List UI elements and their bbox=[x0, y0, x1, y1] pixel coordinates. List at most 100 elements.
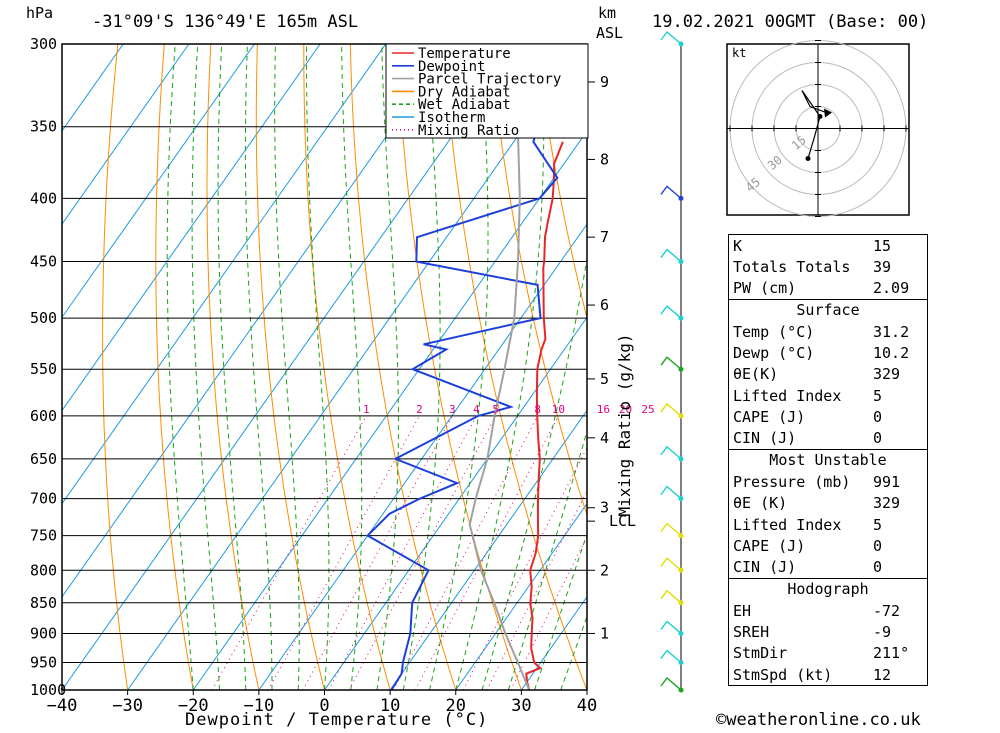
index-row: CAPE (J) 0 bbox=[733, 408, 883, 427]
index-row: CAPE (J) 0 bbox=[733, 536, 883, 555]
temp-tick-label: 20 bbox=[446, 696, 466, 716]
legend-label: Parcel Trajectory bbox=[418, 72, 561, 88]
hodograph-unit: kt bbox=[732, 46, 747, 60]
index-row: CIN (J) 0 bbox=[733, 429, 883, 448]
index-row: Dewp (°C) 10.2 bbox=[733, 344, 910, 363]
pressure-tick-label: 950 bbox=[30, 653, 57, 671]
mixing-ratio-label: 3 bbox=[449, 403, 456, 416]
temp-tick-label: 40 bbox=[577, 696, 597, 716]
index-row: PW (cm) 2.09 bbox=[733, 279, 910, 298]
dry-adiabat-line bbox=[535, 44, 587, 321]
mixing-ratio-label: 25 bbox=[641, 403, 654, 416]
index-row: EH -72 bbox=[733, 601, 901, 620]
wind-barb bbox=[660, 620, 682, 634]
isotherm-line bbox=[62, 44, 321, 412]
index-row: θE(K) 329 bbox=[733, 365, 901, 384]
legend-label: Dewpoint bbox=[418, 59, 485, 75]
km-tick-label: 7 bbox=[600, 228, 609, 246]
storm-motion-marker bbox=[824, 108, 832, 118]
surface-indices: Surface Temp (°C) 31.2 Dewp (°C) 10.2 θE(K… bbox=[729, 300, 927, 450]
wind-barb bbox=[660, 185, 682, 199]
pressure-tick-label: 400 bbox=[30, 189, 57, 207]
temp-tick-label: −10 bbox=[244, 696, 275, 716]
pressure-tick-label: 800 bbox=[30, 561, 57, 579]
index-row: Lifted Index 5 bbox=[733, 386, 883, 405]
mixing-ratio-axis-title: Mixing Ratio (g/kg) bbox=[615, 333, 634, 516]
mixing-ratio-line bbox=[328, 415, 477, 690]
dewpoint-profile bbox=[365, 44, 560, 690]
km-tick-label: 8 bbox=[600, 150, 609, 168]
pressure-tick-label: 300 bbox=[30, 35, 57, 53]
dry-adiabat-line bbox=[102, 44, 129, 690]
wet-adiabat-line bbox=[166, 44, 194, 690]
temp-tick-label: −40 bbox=[47, 696, 78, 716]
mixing-ratio-label: 4 bbox=[473, 403, 480, 416]
mixing-ratio-label: 2 bbox=[416, 403, 423, 416]
legend-box bbox=[385, 43, 589, 139]
km-tick-label: 9 bbox=[600, 73, 609, 91]
lcl-label: LCL bbox=[609, 512, 636, 530]
temp-tick-label: −20 bbox=[178, 696, 209, 716]
pressure-tick-label: 600 bbox=[30, 407, 57, 425]
legend-label: Dry Adiabat bbox=[418, 84, 511, 100]
mixing-ratio-label: 1 bbox=[363, 403, 370, 416]
pressure-tick-label: 1000 bbox=[30, 681, 66, 699]
hpa-label: hPa bbox=[26, 4, 54, 22]
location-title: -31°09'S 136°49'E 165m ASL bbox=[92, 12, 359, 32]
indices-table: K 15 Totals Totals 39 PW (cm) 2.09 Surface … bbox=[728, 234, 928, 687]
hodograph-point bbox=[805, 156, 811, 161]
legend-label: Mixing Ratio bbox=[418, 123, 519, 139]
dry-adiabat-line bbox=[442, 44, 587, 690]
temp-tick-label: 10 bbox=[380, 696, 400, 716]
mixing-ratio-line bbox=[302, 415, 453, 690]
pressure-tick-label: 650 bbox=[30, 450, 57, 468]
isotherm-line bbox=[62, 44, 452, 598]
hodograph-indices: Hodograph EH -72 SREH -9 StmDir 211° StmSpd… bbox=[729, 579, 927, 687]
mixing-ratio-label: 10 bbox=[552, 403, 565, 416]
legend-label: Temperature bbox=[418, 46, 511, 62]
mixing-ratio-label: 5 bbox=[492, 403, 499, 416]
isotherm-line bbox=[324, 316, 587, 690]
mixing-ratio-line bbox=[393, 415, 539, 690]
pressure-tick-label: 850 bbox=[30, 594, 57, 612]
datetime-title: 19.02.2021 00GMT (Base: 00) bbox=[652, 12, 929, 32]
pressure-tick-label: 700 bbox=[30, 490, 57, 508]
index-row: Temp (°C) 31.2 bbox=[733, 322, 910, 341]
wind-barb bbox=[660, 557, 682, 571]
isotherm-line bbox=[258, 223, 587, 690]
pressure-tick-label: 500 bbox=[30, 309, 57, 327]
wet-adiabat-line bbox=[306, 44, 330, 690]
pressure-tick-label: 750 bbox=[30, 527, 57, 545]
hodograph-point bbox=[817, 114, 823, 119]
dry-adiabat-line bbox=[955, 44, 1000, 690]
plot-area bbox=[62, 44, 1000, 690]
km-label: km bbox=[598, 4, 617, 22]
isotherm-line bbox=[192, 130, 587, 690]
mixing-ratio-label: 8 bbox=[534, 403, 541, 416]
wind-barb bbox=[660, 248, 682, 263]
hodograph-title: Hodograph bbox=[787, 579, 869, 598]
index-row: StmDir 211° bbox=[733, 644, 910, 663]
wet-adiabat-line bbox=[402, 44, 441, 690]
plot-border bbox=[61, 43, 588, 691]
mixing-ratio-label: 16 bbox=[597, 403, 610, 416]
index-row: Pressure (mb) 991 bbox=[733, 472, 901, 491]
asl-label: ASL bbox=[596, 24, 624, 42]
wind-barb bbox=[660, 445, 682, 460]
mixing-ratio-label: 20 bbox=[619, 403, 632, 416]
index-row: K 15 bbox=[733, 236, 892, 255]
legend-label: Isotherm bbox=[418, 110, 485, 126]
pressure-tick-label: 550 bbox=[30, 360, 57, 378]
index-row: θE (K) 329 bbox=[733, 494, 901, 513]
isotherm-line bbox=[389, 409, 587, 690]
wind-barb bbox=[660, 402, 682, 417]
x-axis-title: Dewpoint / Temperature (°C) bbox=[185, 710, 489, 730]
isotherm-line bbox=[62, 44, 190, 226]
temp-tick-label: 0 bbox=[319, 696, 329, 716]
wind-barb bbox=[660, 649, 682, 664]
wind-barb bbox=[660, 676, 682, 691]
temperature-profile bbox=[525, 141, 564, 690]
km-tick-label: 5 bbox=[600, 370, 609, 388]
